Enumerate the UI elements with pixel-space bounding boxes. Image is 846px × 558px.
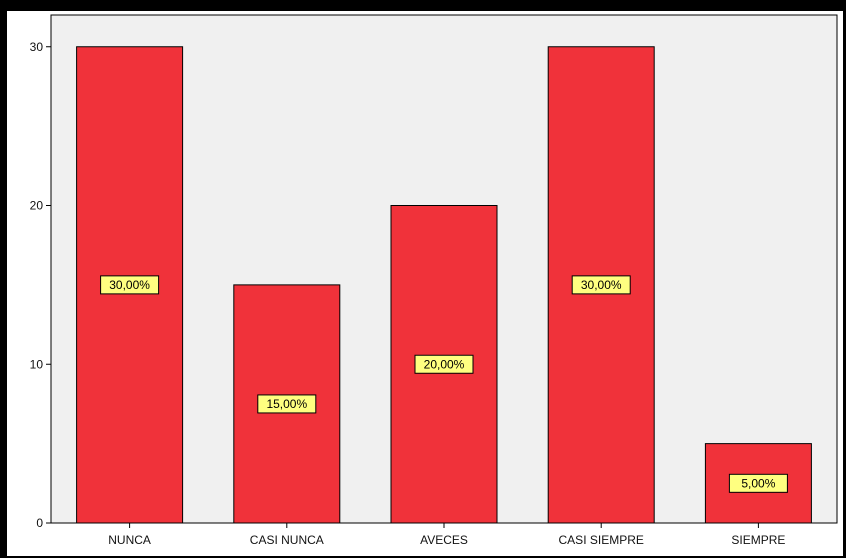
data-label: 5,00%: [741, 476, 775, 490]
data-label: 20,00%: [424, 357, 465, 371]
data-label: 30,00%: [109, 278, 150, 292]
y-tick-label: 10: [30, 357, 44, 371]
data-label-box: [571, 275, 631, 295]
category-label: AVECES: [420, 533, 468, 547]
chart-frame: 0 10 20 30 NUNCA CASI NUNCA AVECES CASI SIEMPR…: [7, 11, 843, 556]
y-tick-label: 20: [30, 199, 44, 213]
bar-chart: 0 10 20 30 NUNCA CASI NUNCA AVECES CASI SIEMPR…: [30, 14, 838, 547]
data-label: 15,00%: [266, 397, 307, 411]
data-label-box: [728, 473, 788, 493]
data-label: 30,00%: [581, 278, 622, 292]
data-label-box: [100, 275, 160, 295]
data-label-box: [414, 354, 474, 374]
data-label-box: [257, 394, 317, 414]
category-label: NUNCA: [108, 533, 151, 547]
category-label: CASI NUNCA: [250, 533, 324, 547]
y-tick-label: 0: [36, 516, 43, 530]
y-tick-label: 30: [30, 40, 44, 54]
x-axis: NUNCA CASI NUNCA AVECES CASI SIEMPRE SIEMPRE: [108, 523, 785, 547]
category-label: CASI SIEMPRE: [559, 533, 644, 547]
data-labels-group: 30,00% 15,00% 20,00% 30,00% 5,00%: [100, 275, 788, 493]
y-axis: 0 10 20 30: [30, 40, 51, 530]
category-label: SIEMPRE: [731, 533, 785, 547]
